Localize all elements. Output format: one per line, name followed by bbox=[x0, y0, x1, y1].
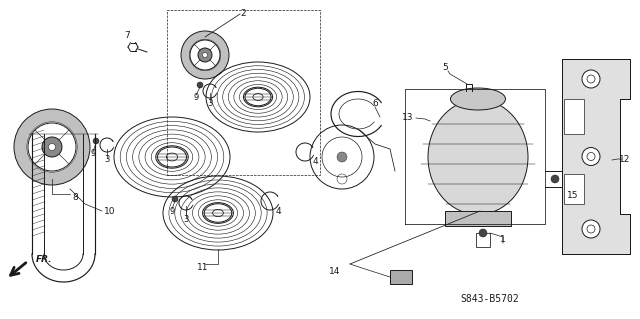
Text: 10: 10 bbox=[104, 206, 116, 216]
Text: 1: 1 bbox=[500, 235, 506, 244]
Text: 4: 4 bbox=[312, 157, 318, 166]
Text: 9: 9 bbox=[170, 206, 175, 216]
Circle shape bbox=[202, 53, 207, 57]
Text: 12: 12 bbox=[620, 154, 630, 164]
Text: 5: 5 bbox=[442, 63, 448, 72]
Circle shape bbox=[582, 220, 600, 238]
Circle shape bbox=[181, 31, 229, 79]
Circle shape bbox=[337, 152, 347, 162]
Polygon shape bbox=[562, 59, 630, 254]
Text: 9: 9 bbox=[90, 150, 95, 159]
Bar bbox=[476, 233, 490, 247]
Text: 7: 7 bbox=[124, 32, 130, 41]
Circle shape bbox=[198, 48, 212, 62]
Text: 2: 2 bbox=[240, 9, 246, 18]
Text: 6: 6 bbox=[372, 100, 378, 108]
Text: FR.: FR. bbox=[36, 255, 52, 263]
Circle shape bbox=[49, 144, 56, 151]
Circle shape bbox=[582, 147, 600, 166]
Bar bbox=[564, 174, 584, 204]
Ellipse shape bbox=[451, 88, 506, 110]
Circle shape bbox=[582, 70, 600, 88]
Circle shape bbox=[172, 196, 178, 202]
Text: 14: 14 bbox=[330, 266, 340, 276]
Circle shape bbox=[14, 109, 90, 185]
Text: 3: 3 bbox=[207, 99, 212, 108]
Circle shape bbox=[42, 137, 62, 157]
Circle shape bbox=[189, 39, 221, 71]
Text: 11: 11 bbox=[197, 263, 209, 271]
Text: 3: 3 bbox=[183, 214, 189, 224]
Circle shape bbox=[27, 122, 77, 172]
Text: 3: 3 bbox=[104, 154, 109, 164]
Bar bbox=[390, 270, 412, 284]
Circle shape bbox=[551, 175, 559, 183]
Ellipse shape bbox=[428, 100, 528, 214]
Circle shape bbox=[197, 82, 203, 88]
Text: 8: 8 bbox=[72, 192, 77, 202]
Text: 4: 4 bbox=[275, 206, 281, 216]
Text: 13: 13 bbox=[403, 114, 413, 122]
Bar bbox=[564, 99, 584, 134]
Bar bbox=[445, 211, 511, 226]
Circle shape bbox=[479, 229, 487, 237]
Circle shape bbox=[93, 138, 99, 144]
Text: 9: 9 bbox=[193, 93, 198, 101]
Text: 15: 15 bbox=[567, 190, 579, 199]
Text: S843-B5702: S843-B5702 bbox=[461, 294, 520, 304]
